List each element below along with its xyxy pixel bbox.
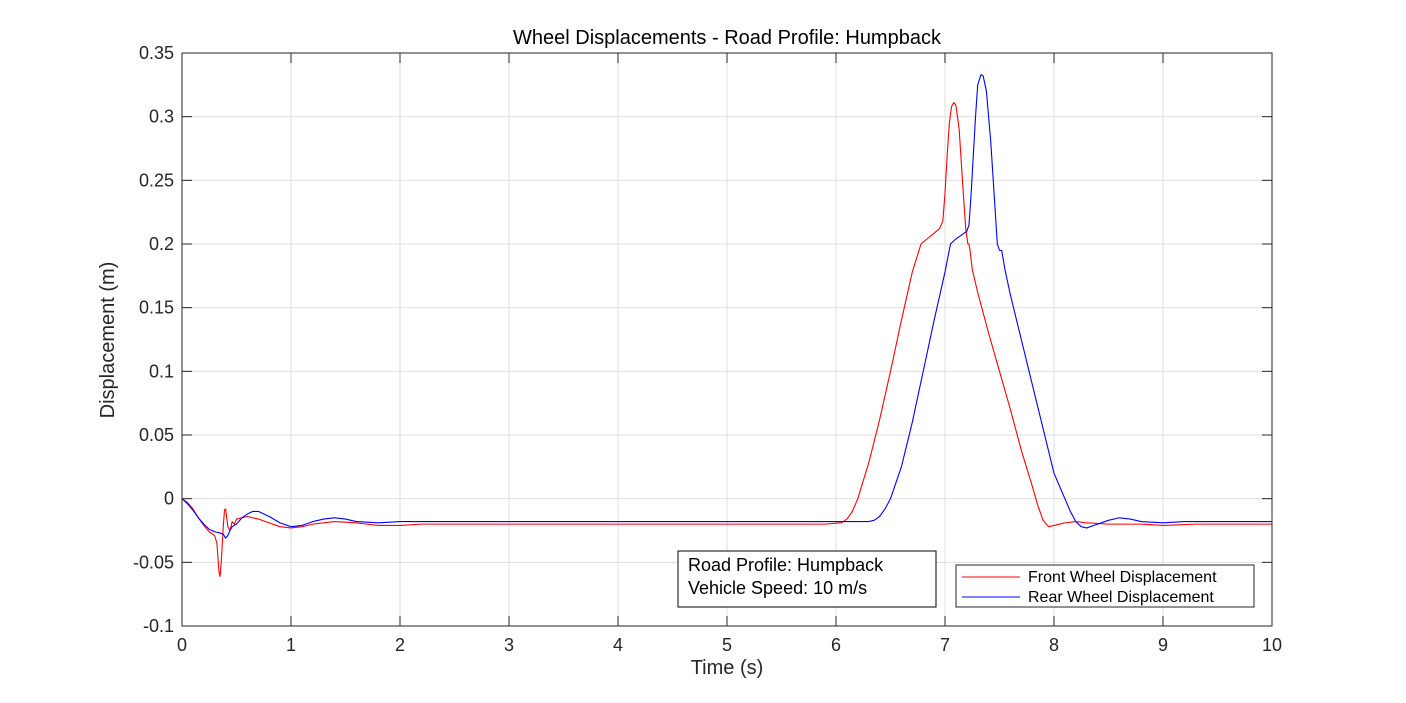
chart-title: Wheel Displacements - Road Profile: Hump…	[513, 27, 942, 49]
y-tick-label: 0.1	[149, 361, 174, 381]
legend: Front Wheel Displacement Rear Wheel Disp…	[956, 565, 1254, 607]
x-tick-label: 8	[1049, 635, 1059, 655]
x-tick-label: 5	[722, 635, 732, 655]
y-axis-label: Displacement (m)	[97, 262, 119, 419]
x-tick-label: 9	[1158, 635, 1168, 655]
x-tick-label: 10	[1262, 635, 1282, 655]
x-tick-label: 6	[831, 635, 841, 655]
legend-label-front-wheel: Front Wheel Displacement	[1028, 569, 1217, 586]
annotation-line-vehicle-speed: Vehicle Speed: 10 m/s	[688, 578, 867, 598]
annotation-box: Road Profile: Humpback Vehicle Speed: 10…	[678, 551, 936, 607]
y-tick-label: 0.15	[139, 298, 174, 318]
y-tick-label: -0.05	[133, 552, 174, 572]
y-tick-label: -0.1	[143, 616, 174, 636]
y-tick-label: 0.35	[139, 43, 174, 63]
x-tick-label: 4	[613, 635, 623, 655]
x-tick-label: 0	[177, 635, 187, 655]
annotation-line-road-profile: Road Profile: Humpback	[688, 555, 884, 575]
x-tick-label: 2	[395, 635, 405, 655]
y-tick-label: 0.25	[139, 170, 174, 190]
y-tick-label: 0.3	[149, 107, 174, 127]
legend-label-rear-wheel: Rear Wheel Displacement	[1028, 589, 1214, 606]
y-tick-label: 0.2	[149, 234, 174, 254]
x-tick-label: 1	[286, 635, 296, 655]
x-axis-label: Time (s)	[691, 657, 764, 679]
y-tick-label: 0	[164, 489, 174, 509]
y-tick-label: 0.05	[139, 425, 174, 445]
x-tick-label: 7	[940, 635, 950, 655]
x-tick-label: 3	[504, 635, 514, 655]
